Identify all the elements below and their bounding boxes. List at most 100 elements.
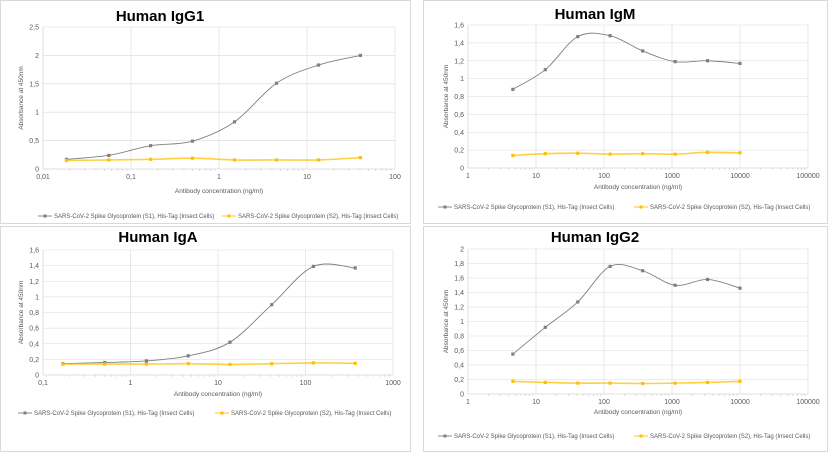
y-tick-label: 1,2 (454, 305, 464, 312)
x-tick-label: 10 (532, 173, 540, 180)
x-tick-label: 1000 (664, 399, 680, 406)
y-tick-label: 2,5 (29, 25, 39, 32)
x-tick-label: 100 (598, 173, 610, 180)
x-tick-label: 1000 (664, 173, 680, 180)
data-point (641, 381, 645, 386)
legend-label: SARS-CoV-2 Spike Glycoprotein (S2), His-… (238, 214, 398, 220)
y-tick-label: 0,2 (454, 148, 464, 155)
x-axis-label: Antibody concentration (ng/ml) (594, 184, 682, 191)
series-s2 (511, 150, 742, 158)
data-point (673, 60, 677, 64)
legend-item: SARS-CoV-2 Spike Glycoprotein (S1), His-… (18, 411, 194, 417)
x-tick-label: 100 (300, 380, 312, 387)
x-tick-label: 10 (303, 174, 311, 181)
data-point (144, 362, 149, 366)
y-tick-label: 0,6 (454, 112, 464, 119)
legend-label: SARS-CoV-2 Spike Glycoprotein (S2), His-… (650, 205, 810, 211)
series-s2 (511, 379, 742, 386)
series-s2 (61, 361, 357, 367)
data-point (608, 34, 612, 38)
data-point (186, 354, 190, 358)
legend-item: SARS-CoV-2 Spike Glycoprotein (S2), His-… (634, 434, 810, 440)
data-point (353, 361, 357, 365)
chart-title: Human IgG1 (116, 8, 204, 25)
series-line (512, 380, 741, 385)
data-point (228, 362, 232, 367)
data-point (311, 264, 315, 269)
data-point (511, 87, 515, 91)
data-point (358, 53, 363, 57)
legend-marker (43, 214, 47, 218)
series-s1 (511, 263, 742, 356)
data-point (641, 269, 645, 273)
x-tick-label: 0,1 (38, 380, 48, 387)
legend-item: SARS-CoV-2 Spike Glycoprotein (S2), His-… (222, 214, 398, 220)
y-tick-label: 0,8 (29, 310, 39, 317)
data-point (673, 381, 677, 385)
data-point (107, 158, 111, 162)
x-tick-label: 1 (129, 380, 133, 387)
data-point (228, 340, 232, 344)
legend-label: SARS-CoV-2 Spike Glycoprotein (S2), His-… (650, 434, 810, 440)
legend-marker (23, 411, 27, 415)
data-point (270, 303, 274, 307)
y-tick-label: 2 (35, 53, 39, 60)
data-point (190, 139, 195, 143)
y-tick-label: 1 (460, 76, 464, 83)
data-point (576, 35, 580, 39)
series-line (66, 54, 361, 160)
legend-marker (443, 434, 447, 438)
x-tick-label: 10 (214, 380, 222, 387)
legend-item: SARS-CoV-2 Spike Glycoprotein (S2), His-… (215, 411, 391, 417)
legend-label: SARS-CoV-2 Spike Glycoprotein (S1), His-… (34, 411, 194, 417)
y-tick-label: 0,5 (29, 138, 39, 145)
x-tick-label: 100 (389, 174, 401, 181)
data-point (358, 156, 363, 160)
series-line (66, 156, 361, 162)
y-tick-label: 0 (460, 166, 464, 173)
series-line (62, 263, 356, 365)
chart-title: Human IgA (118, 229, 197, 246)
y-tick-label: 1,8 (454, 261, 464, 268)
legend-marker (443, 205, 447, 209)
chart-human-igm: 0 0,2 0,4 0,6 0,8 1 1,2 1,4 1,6 1 10 100 1000 10000 10… (438, 6, 820, 211)
data-point (144, 359, 149, 363)
data-point (543, 68, 547, 72)
x-tick-label: 0,01 (36, 174, 50, 181)
data-point (103, 362, 107, 366)
series-line (62, 362, 356, 366)
y-tick-label: 0,6 (29, 326, 39, 333)
legend-label: SARS-CoV-2 Spike Glycoprotein (S1), His-… (454, 434, 614, 440)
y-tick-label: 0,6 (454, 348, 464, 355)
data-point (705, 277, 710, 282)
x-tick-label: 100000 (796, 399, 819, 406)
y-tick-label: 1,4 (29, 263, 39, 270)
y-tick-label: 0,4 (454, 363, 464, 370)
data-point (543, 380, 547, 384)
data-point (738, 151, 742, 155)
series-line (512, 151, 741, 157)
y-tick-label: 0,8 (454, 334, 464, 341)
data-point (576, 381, 580, 385)
data-point (705, 150, 710, 154)
data-point (186, 362, 190, 366)
data-point (353, 266, 357, 270)
data-point (270, 362, 274, 366)
y-tick-label: 1,2 (454, 58, 464, 65)
chart-human-iga: 0 0,2 0,4 0,6 0,8 1 1,2 1,4 1,6 0,1 1 10 100 1000 Huma… (18, 229, 401, 417)
data-point (705, 59, 710, 63)
legend-item: SARS-CoV-2 Spike Glycoprotein (S1), His-… (438, 434, 614, 440)
legend-marker (220, 411, 224, 415)
chart-human-igg1: 0 0,5 1 1,5 2 2,5 0,01 0,1 1 10 100 Human IgG1 Antib… (18, 8, 401, 220)
y-tick-label: 0 (35, 167, 39, 174)
y-tick-label: 0,4 (29, 341, 39, 348)
y-tick-label: 0 (35, 373, 39, 380)
y-axis-label: Absorbance at 450nm (443, 65, 450, 129)
data-point (608, 264, 612, 268)
legend-item: SARS-CoV-2 Spike Glycoprotein (S1), His-… (38, 214, 214, 220)
y-tick-label: 1 (35, 110, 39, 117)
data-point (641, 49, 645, 53)
data-point (64, 158, 69, 163)
data-point (576, 300, 580, 304)
